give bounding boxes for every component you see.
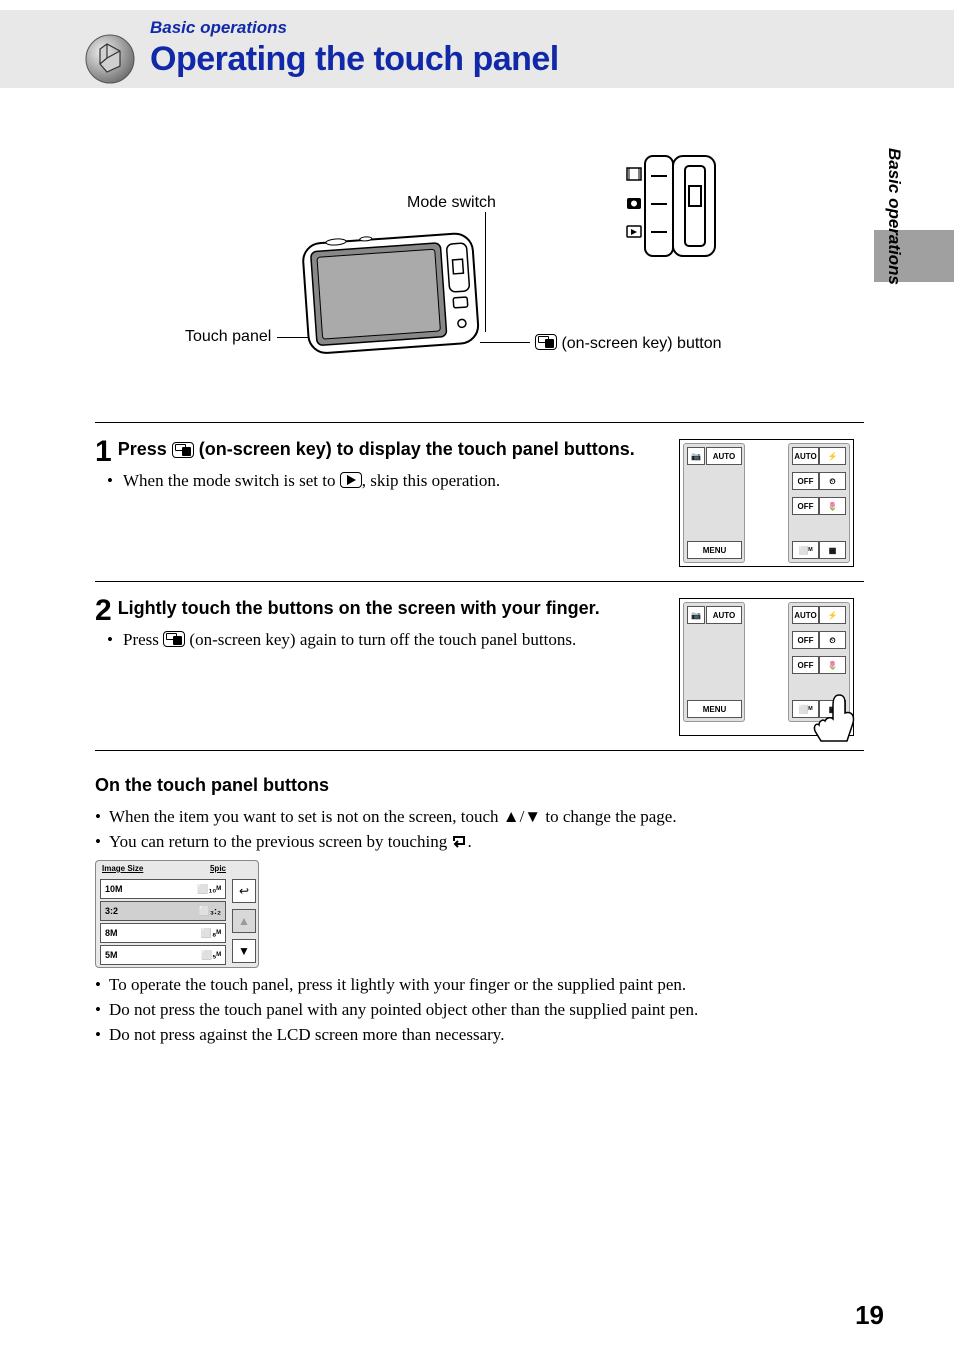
- step-2-note: Press (on-screen key) again to turn off …: [113, 629, 655, 651]
- onscreen-key-icon: [172, 442, 194, 458]
- bullet-list-bottom: To operate the touch panel, press it lig…: [95, 974, 864, 1047]
- finger-icon: [811, 693, 861, 743]
- list-item: To operate the touch panel, press it lig…: [95, 974, 864, 997]
- step-1-title: Press (on-screen key) to display the tou…: [95, 439, 655, 460]
- touch-panel-label: Touch panel: [185, 328, 271, 346]
- side-section-label: Basic operations: [884, 148, 904, 285]
- onscreen-key-icon: [163, 631, 185, 647]
- step-number: 2: [95, 598, 112, 624]
- menu-illustration: Image Size 5pic 10M⬜₁₀ᴹ 3:2⬜₃:₂ 8M⬜₈ᴹ 5M…: [95, 860, 259, 968]
- divider: [95, 750, 864, 751]
- camera-diagram: Mode switch Touch panel (on-screen key) …: [95, 138, 864, 408]
- return-button-icon: ↩: [232, 879, 256, 903]
- step-1-note: When the mode switch is set to , skip th…: [113, 470, 655, 492]
- step-2: 2 Lightly touch the buttons on the scree…: [95, 598, 864, 736]
- step-number: 1: [95, 439, 112, 465]
- header-kicker: Basic operations: [150, 18, 559, 38]
- mode-switch-label: Mode switch: [407, 194, 496, 212]
- bullet-list-top: When the item you want to set is not on …: [95, 806, 864, 854]
- play-icon: [340, 472, 362, 488]
- page-header: Basic operations Operating the touch pan…: [0, 10, 954, 88]
- divider: [95, 422, 864, 423]
- mode-switch-illustration: [543, 150, 733, 260]
- list-item: You can return to the previous screen by…: [95, 831, 864, 854]
- up-button-icon: ▲: [232, 909, 256, 933]
- camera-body-illustration: [300, 228, 490, 368]
- screen-illustration-2: 📷 AUTO MENU AUTO ⚡ OFF ⏲ OFF 🌷 ⬜ᴹ ▦: [679, 598, 854, 736]
- divider: [95, 581, 864, 582]
- onscreen-key-icon: [535, 334, 557, 350]
- step-1: 1 Press (on-screen key) to display the t…: [95, 439, 864, 567]
- page-title: Operating the touch panel: [150, 40, 559, 79]
- list-item: Do not press against the LCD screen more…: [95, 1024, 864, 1047]
- list-item: When the item you want to set is not on …: [95, 806, 864, 829]
- return-icon: [451, 835, 467, 849]
- screen-illustration-1: 📷 AUTO MENU AUTO ⚡ OFF ⏲ OFF 🌷 ⬜ᴹ ▦: [679, 439, 854, 567]
- step-2-title: Lightly touch the buttons on the screen …: [95, 598, 655, 619]
- page-number: 19: [855, 1300, 884, 1331]
- onscreen-key-label: (on-screen key) button: [535, 334, 722, 353]
- section-logo-icon: [85, 34, 135, 84]
- list-item: Do not press the touch panel with any po…: [95, 999, 864, 1022]
- down-button-icon: ▼: [232, 939, 256, 963]
- subsection-title: On the touch panel buttons: [95, 775, 864, 796]
